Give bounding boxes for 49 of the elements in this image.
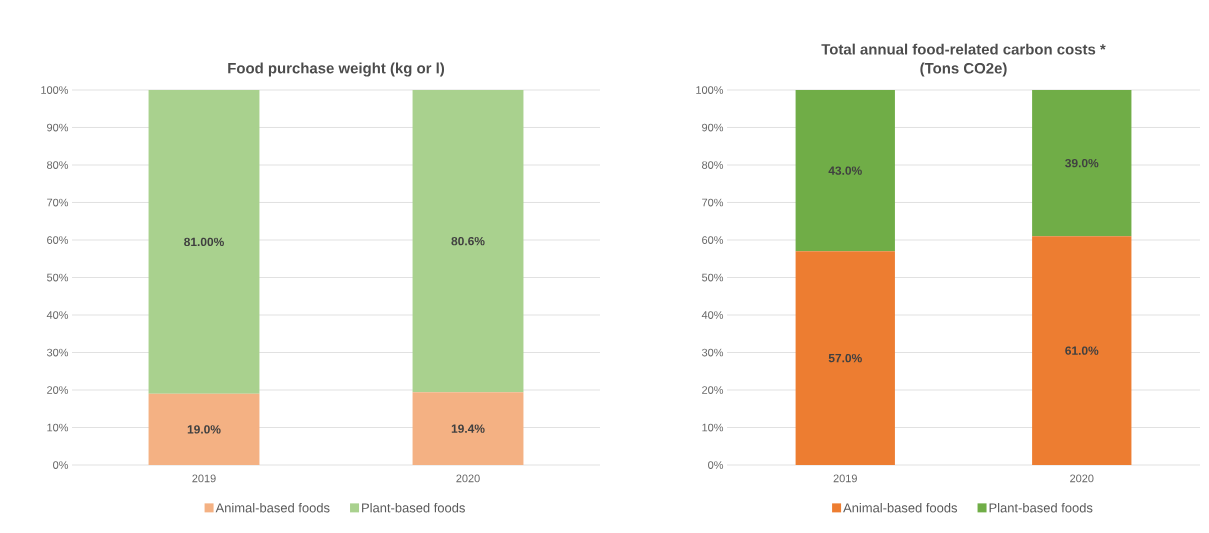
bar: [412, 90, 524, 393]
data-label: 39.0%: [1065, 158, 1099, 168]
x-tick-label: 2019: [192, 474, 216, 483]
y-tick-label: 20%: [702, 386, 724, 394]
chart-subtitle: (Tons CO2e): [920, 62, 1007, 77]
y-tick-label: 10%: [47, 423, 69, 432]
y-tick-label: 60%: [702, 236, 724, 244]
data-label: 19.0%: [187, 425, 221, 434]
data-label: 43.0%: [828, 166, 862, 175]
bar: [148, 393, 260, 465]
x-tick-label: 2019: [833, 474, 857, 483]
y-tick-label: 50%: [46, 273, 69, 282]
bar: [1032, 236, 1132, 465]
bar: [795, 251, 895, 465]
chart-title: Total annual food-related carbon costs *: [821, 43, 1106, 55]
y-tick-label: 90%: [47, 123, 69, 132]
data-label: 80.6%: [451, 236, 485, 246]
bar: [1032, 90, 1132, 237]
y-tick-label: 30%: [46, 348, 69, 357]
y-tick-label: 20%: [47, 386, 69, 394]
bar: [148, 90, 260, 394]
y-tick-label: 100%: [41, 86, 69, 94]
chart-title: Food purchase weight (kg or l): [228, 62, 445, 77]
y-tick-label: 70%: [702, 198, 724, 207]
y-tick-label: 90%: [702, 123, 724, 132]
y-tick-label: 10%: [702, 423, 724, 432]
y-tick-label: 70%: [47, 198, 69, 207]
y-tick-label: 0%: [53, 461, 69, 469]
data-label: 19.4%: [451, 424, 485, 433]
y-tick-label: 40%: [46, 311, 69, 319]
x-tick-label: 2020: [456, 474, 480, 483]
data-label: 57.0%: [828, 353, 862, 363]
y-tick-label: 80%: [47, 161, 69, 169]
legend-label: Animal-based foods: [843, 502, 958, 513]
y-tick-label: 30%: [701, 348, 724, 357]
y-tick-label: 50%: [701, 273, 724, 282]
legend-label: Plant-based foods: [989, 502, 1093, 513]
legend-label: Animal-based foods: [215, 502, 330, 513]
y-tick-label: 40%: [701, 311, 724, 319]
bar: [412, 392, 524, 465]
bar: [795, 90, 895, 252]
y-tick-label: 100%: [696, 86, 724, 94]
y-tick-label: 60%: [47, 236, 69, 244]
data-label: 81.00%: [184, 237, 224, 247]
y-tick-label: 80%: [702, 161, 724, 169]
x-tick-label: 2020: [1070, 474, 1094, 483]
legend-label: Plant-based foods: [362, 502, 465, 513]
data-label: 61.0%: [1065, 346, 1099, 355]
y-tick-label: 0%: [708, 461, 724, 469]
